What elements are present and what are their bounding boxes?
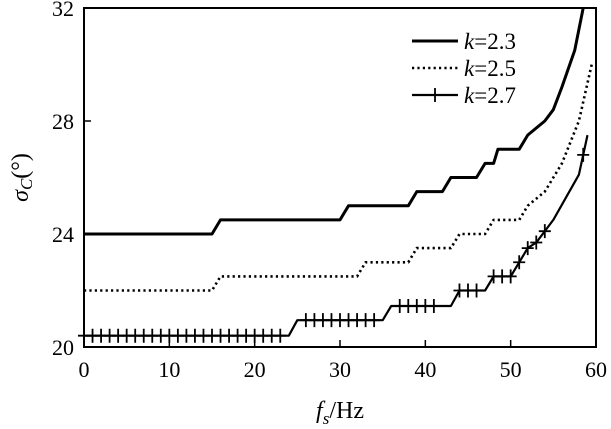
legend-label-1: k=2.3 <box>464 29 516 54</box>
x-tick-label: 30 <box>329 357 351 382</box>
series-line-1 <box>84 7 585 236</box>
legend: k=2.3k=2.5k=2.7 <box>412 29 516 108</box>
series-layer <box>78 7 593 343</box>
series-marker <box>368 313 381 328</box>
series-marker <box>427 299 440 314</box>
x-tick-label: 20 <box>244 357 266 382</box>
x-tick-label: 50 <box>500 357 522 382</box>
series-marker <box>530 235 543 250</box>
legend-label-3: k=2.7 <box>464 83 516 108</box>
y-tick-label: 20 <box>52 335 74 360</box>
series-marker <box>274 328 287 343</box>
series-marker <box>470 283 483 298</box>
y-tick-label: 32 <box>52 0 74 21</box>
series-marker <box>504 269 517 284</box>
y-tick-label: 28 <box>52 109 74 134</box>
x-axis-label: fs/Hz <box>316 398 364 428</box>
y-axis-label: σC(°) <box>8 153 36 202</box>
plot-frame <box>83 7 597 348</box>
series-line-2 <box>84 64 593 292</box>
axis-ticks: 0 10 20 30 40 50 60 20 24 28 32 <box>52 0 607 382</box>
series-marker <box>521 241 534 256</box>
series-marker <box>513 255 526 270</box>
series-marker <box>577 147 590 162</box>
axis-labels: fs/Hz σC(°) <box>8 153 364 428</box>
x-tick-label: 40 <box>414 357 436 382</box>
y-tick-label: 24 <box>52 222 74 247</box>
x-tick-label: 10 <box>158 357 180 382</box>
x-tick-label: 0 <box>79 357 90 382</box>
x-tick-label: 60 <box>585 357 607 382</box>
legend-label-2: k=2.5 <box>464 56 516 81</box>
series-marker <box>538 224 551 239</box>
